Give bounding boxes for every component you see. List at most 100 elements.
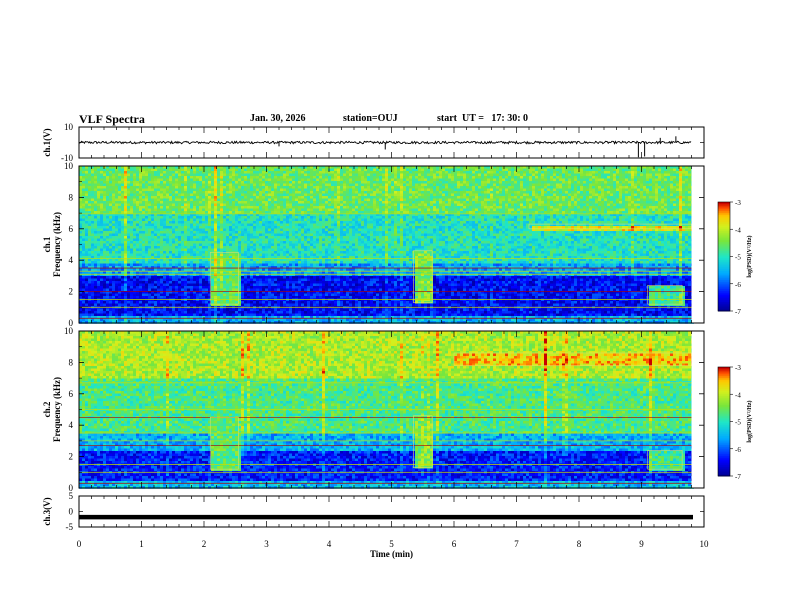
- psd-cell: [121, 281, 124, 284]
- psd-cell: [280, 173, 283, 177]
- psd-cell: [214, 211, 217, 214]
- psd-cell: [268, 293, 271, 297]
- psd-cell: [286, 248, 289, 252]
- psd-cell: [187, 233, 190, 237]
- psd-cell: [97, 251, 100, 254]
- psd-cell: [274, 273, 277, 277]
- psd-cell: [268, 193, 271, 197]
- psd-cell: [166, 176, 169, 179]
- psd-cell: [112, 258, 115, 262]
- psd-cell: [256, 291, 259, 294]
- psd-cell: [124, 238, 127, 242]
- psd-cell: [175, 283, 178, 287]
- psd-cell: [187, 201, 190, 204]
- psd-cell: [130, 256, 133, 259]
- psd-cell: [172, 241, 175, 244]
- psd-cell: [244, 318, 247, 322]
- psd-cell: [100, 168, 103, 172]
- psd-cell: [127, 258, 130, 262]
- psd-cell: [79, 168, 82, 172]
- psd-cell: [94, 201, 97, 204]
- psd-cell: [238, 223, 241, 227]
- psd-cell: [157, 291, 160, 294]
- psd-cell: [265, 308, 268, 312]
- psd-cell: [265, 261, 268, 264]
- psd-cell: [202, 178, 205, 182]
- psd-cell: [118, 243, 121, 247]
- psd-cell: [142, 176, 145, 179]
- psd-cell: [118, 288, 121, 292]
- psd-cell: [277, 236, 280, 239]
- psd-cell: [106, 218, 109, 222]
- psd-cell: [220, 226, 223, 229]
- psd-cell: [274, 178, 277, 182]
- psd-cell: [136, 288, 139, 292]
- psd-cell: [151, 176, 154, 179]
- psd-cell: [247, 241, 250, 244]
- psd-cell: [211, 176, 214, 179]
- psd-cell: [106, 256, 109, 259]
- psd-cell: [172, 176, 175, 179]
- psd-cell: [214, 248, 217, 252]
- psd-cell: [79, 206, 82, 209]
- psd-cell: [271, 251, 274, 254]
- psd-cell: [247, 216, 250, 219]
- psd-cell: [298, 206, 301, 209]
- psd-cell: [124, 178, 127, 182]
- psd-cell: [169, 173, 172, 177]
- psd-cell: [103, 263, 106, 267]
- psd-cell: [262, 183, 265, 187]
- psd-cell: [286, 183, 289, 187]
- psd-cell: [88, 246, 91, 249]
- psd-cell: [229, 316, 232, 319]
- psd-cell: [217, 263, 220, 267]
- psd-cell: [274, 268, 277, 272]
- psd-cell: [283, 221, 286, 224]
- psd-cell: [115, 181, 118, 184]
- psd-cell: [232, 301, 235, 304]
- psd-cell: [307, 251, 310, 254]
- psd-cell: [247, 208, 250, 212]
- psd-cell: [304, 313, 307, 317]
- psd-cell: [301, 271, 304, 274]
- psd-cell: [160, 283, 163, 287]
- psd-cell: [88, 263, 91, 267]
- psd-cell: [199, 171, 202, 174]
- psd-cell: [250, 203, 253, 207]
- psd-cell: [295, 198, 298, 202]
- psd-cell: [169, 181, 172, 184]
- psd-cell: [238, 293, 241, 297]
- psd-cell: [79, 218, 82, 222]
- psd-cell: [211, 248, 214, 252]
- psd-cell: [97, 211, 100, 214]
- psd-cell: [259, 248, 262, 252]
- psd-cell: [241, 258, 244, 262]
- psd-cell: [151, 261, 154, 264]
- psd-cell: [94, 298, 97, 302]
- psd-cell: [118, 228, 121, 232]
- psd-cell: [271, 213, 274, 217]
- psd-cell: [148, 261, 151, 264]
- psd-cell: [88, 308, 91, 312]
- psd-cell: [127, 291, 130, 294]
- psd-cell: [259, 283, 262, 287]
- psd-cell: [94, 238, 97, 242]
- psd-cell: [94, 303, 97, 307]
- psd-cell: [286, 283, 289, 287]
- psd-cell: [130, 198, 133, 202]
- psd-cell: [160, 303, 163, 307]
- psd-cell: [139, 196, 142, 199]
- psd-cell: [82, 251, 85, 254]
- psd-cell: [292, 261, 295, 264]
- psd-cell: [145, 261, 148, 264]
- psd-cell: [223, 196, 226, 199]
- psd-cell: [166, 256, 169, 259]
- psd-cell: [91, 251, 94, 254]
- psd-cell: [280, 286, 283, 289]
- psd-cell: [133, 218, 136, 222]
- psd-cell: [94, 283, 97, 287]
- psd-cell: [196, 223, 199, 227]
- psd-cell: [136, 261, 139, 264]
- psd-cell: [199, 166, 202, 169]
- psd-cell: [160, 258, 163, 262]
